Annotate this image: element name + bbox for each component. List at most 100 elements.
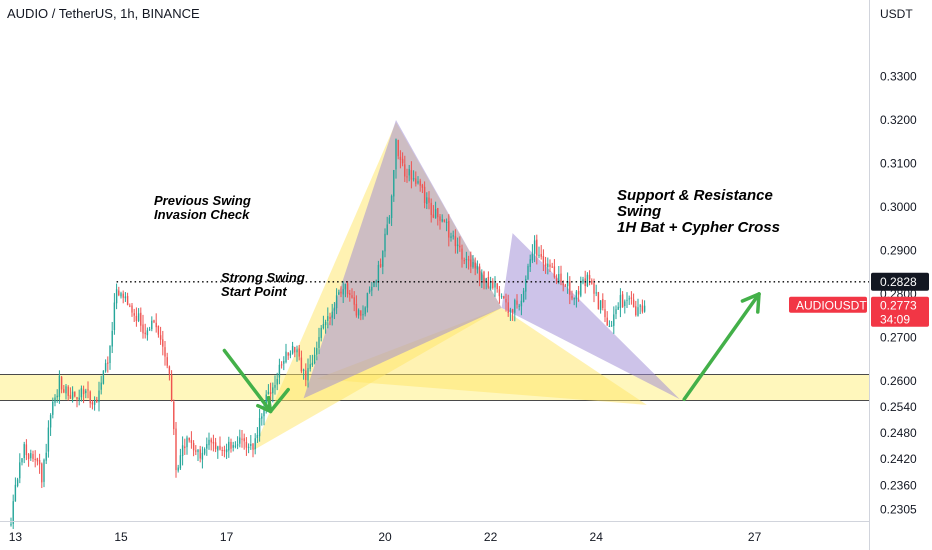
candle bbox=[151, 316, 153, 332]
candle-body bbox=[368, 289, 371, 293]
candle-body bbox=[146, 330, 149, 336]
candle bbox=[529, 254, 531, 272]
candle-body bbox=[217, 446, 219, 451]
candle-body bbox=[399, 156, 402, 160]
candle-body bbox=[131, 305, 133, 313]
candle-body bbox=[492, 280, 494, 288]
candle bbox=[366, 292, 369, 313]
candle bbox=[113, 293, 116, 335]
candle bbox=[518, 303, 520, 311]
candle-body bbox=[351, 295, 353, 298]
candle-body bbox=[12, 501, 14, 524]
candle bbox=[401, 152, 404, 167]
candle bbox=[126, 292, 129, 306]
candle-body bbox=[531, 253, 534, 261]
candle-body bbox=[93, 400, 96, 405]
candle bbox=[129, 303, 131, 308]
candle bbox=[432, 205, 435, 219]
candle-body bbox=[102, 370, 105, 384]
candle-body bbox=[223, 450, 226, 452]
candle bbox=[23, 441, 25, 464]
candle-body bbox=[89, 391, 91, 404]
candle bbox=[613, 306, 615, 334]
candle bbox=[641, 299, 644, 314]
candle bbox=[606, 311, 608, 326]
candle-body bbox=[252, 443, 254, 450]
candle bbox=[496, 283, 498, 293]
candle-body bbox=[71, 391, 74, 399]
candle bbox=[335, 288, 338, 315]
candle bbox=[362, 305, 364, 320]
level-price-tag bbox=[871, 272, 929, 291]
candle-body bbox=[487, 276, 490, 288]
candle-body bbox=[577, 291, 580, 295]
time-axis[interactable]: 13 15 17 20 22 24 27 bbox=[0, 521, 869, 545]
candle bbox=[124, 292, 127, 302]
candle bbox=[30, 449, 32, 461]
candle bbox=[311, 354, 314, 367]
candle-body bbox=[632, 299, 635, 308]
candle-body bbox=[316, 348, 318, 355]
candle bbox=[52, 397, 54, 419]
candle bbox=[505, 293, 507, 312]
candle bbox=[252, 443, 254, 458]
price-axis-unit: USDT bbox=[880, 7, 913, 21]
price-tick-label: 0.2900 bbox=[880, 243, 917, 257]
candle-body bbox=[615, 309, 617, 315]
candle bbox=[243, 433, 245, 450]
candle bbox=[287, 352, 289, 360]
harmonic-pattern-layer bbox=[253, 120, 680, 451]
candle-body bbox=[135, 315, 138, 321]
candle bbox=[489, 276, 492, 291]
candle-body bbox=[582, 279, 584, 283]
candle-body bbox=[85, 390, 87, 394]
candle bbox=[47, 420, 50, 458]
candle-body bbox=[159, 335, 162, 340]
candle-body bbox=[450, 236, 452, 238]
candle-body bbox=[593, 283, 595, 294]
candle bbox=[162, 330, 164, 356]
candle-body bbox=[540, 254, 542, 257]
candle bbox=[628, 295, 630, 305]
candle bbox=[261, 413, 263, 426]
candle-body bbox=[500, 296, 503, 298]
candle-body bbox=[362, 314, 364, 316]
candle bbox=[131, 302, 133, 317]
candle-body bbox=[588, 275, 591, 280]
candle bbox=[148, 326, 151, 331]
candle-body bbox=[635, 306, 637, 316]
candle bbox=[624, 299, 626, 314]
price-tick-label: 0.2540 bbox=[880, 400, 917, 414]
candle-body bbox=[324, 321, 327, 326]
plot-area[interactable]: Previous Swing Invasion Check Strong Swing… bbox=[0, 0, 869, 529]
candle bbox=[93, 396, 96, 411]
candle bbox=[588, 270, 591, 286]
candle bbox=[241, 429, 243, 448]
candle bbox=[170, 370, 173, 402]
candle bbox=[173, 399, 175, 436]
price-axis[interactable]: USDT 0.33000.32000.31000.30000.29000.280… bbox=[789, 0, 929, 550]
candle bbox=[56, 389, 58, 403]
candle bbox=[371, 281, 373, 297]
candle bbox=[98, 381, 100, 412]
candle-body bbox=[122, 293, 124, 298]
candle bbox=[500, 293, 503, 299]
candle bbox=[375, 279, 377, 288]
candle-body bbox=[384, 233, 386, 252]
candle-body bbox=[318, 337, 320, 348]
candle bbox=[415, 171, 417, 187]
candle bbox=[120, 291, 122, 299]
candle-body bbox=[322, 324, 325, 329]
candle bbox=[74, 391, 76, 398]
candle-body bbox=[241, 438, 243, 440]
candle bbox=[553, 259, 556, 279]
candle-body bbox=[214, 442, 217, 450]
candle bbox=[388, 215, 391, 224]
candle-body bbox=[170, 374, 173, 401]
candle-body bbox=[228, 441, 230, 451]
candle bbox=[25, 439, 28, 461]
annotation-line: Start Point bbox=[221, 284, 287, 299]
candle bbox=[102, 370, 105, 385]
candle bbox=[140, 307, 142, 332]
candle bbox=[36, 457, 39, 466]
